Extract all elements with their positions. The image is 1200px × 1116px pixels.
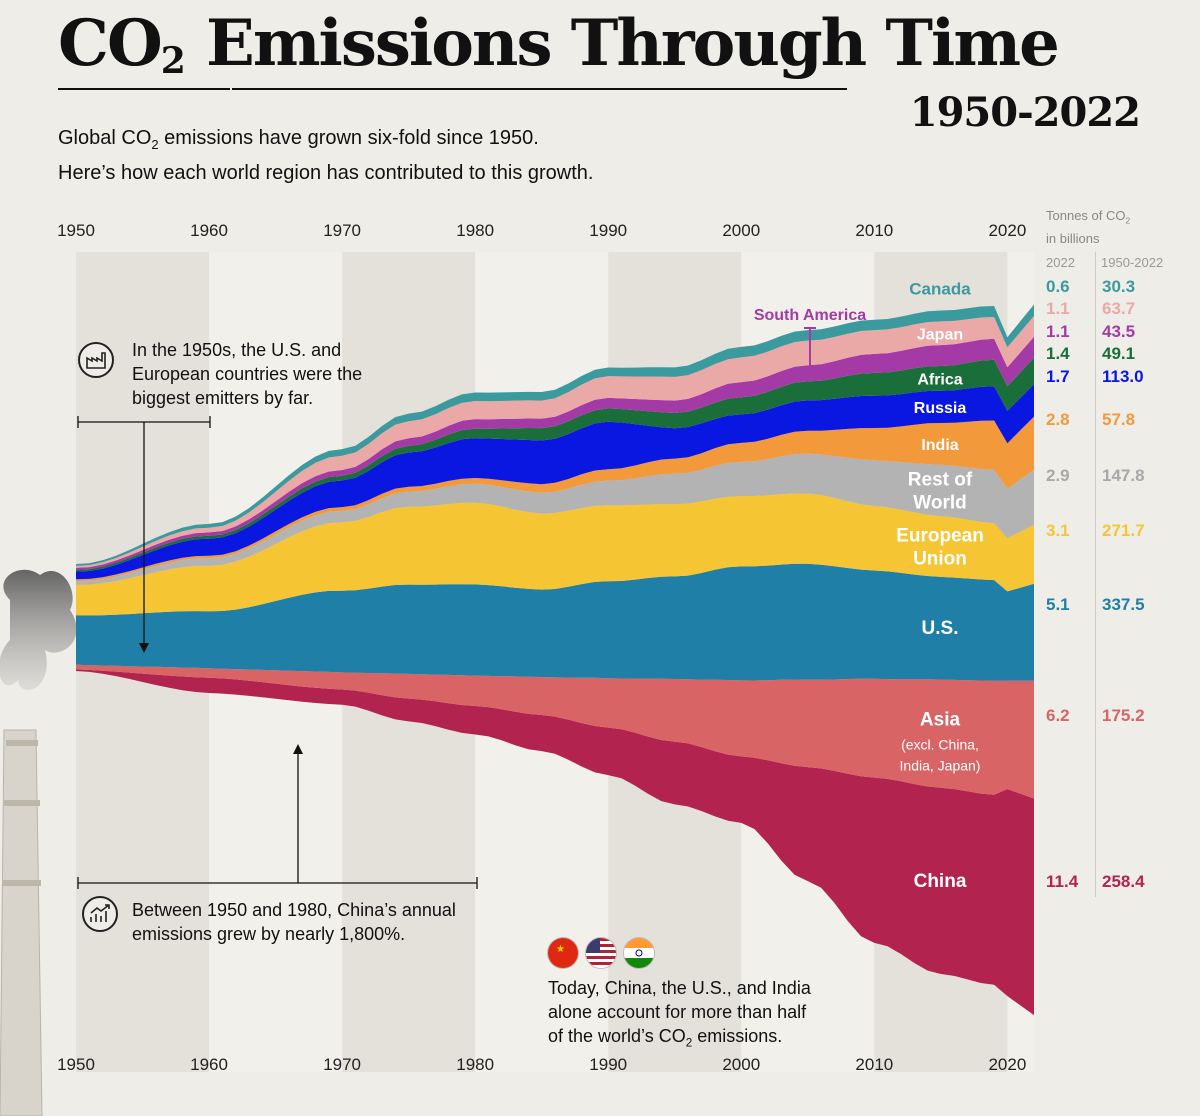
growth-chart-icon	[82, 896, 118, 932]
x-tick-1960: 1960	[190, 221, 228, 240]
table-divider	[1095, 252, 1096, 897]
india-stream	[76, 416, 1034, 582]
us-stream	[76, 563, 1034, 681]
x-tick-1990: 1990	[589, 221, 628, 240]
value-v2022-asia: 6.2	[1046, 706, 1070, 725]
label-rest-of-world: World	[913, 492, 966, 513]
label-india: India	[921, 437, 958, 454]
africa-stream	[76, 357, 1034, 572]
svg-text:★: ★	[556, 944, 565, 955]
value-cum-japan: 63.7	[1102, 299, 1136, 318]
value-v2022-russia: 1.7	[1046, 367, 1070, 386]
x-tick-1950: 1950	[57, 1055, 95, 1074]
x-tick-2000: 2000	[722, 1055, 761, 1074]
value-cum-asia: 175.2	[1102, 706, 1145, 725]
label-asia: Asia	[920, 710, 961, 731]
india-flag-icon	[624, 938, 654, 968]
label-european-union: European	[896, 526, 984, 547]
x-tick-1960: 1960	[190, 1055, 228, 1074]
value-cum-european-union: 271.7	[1102, 521, 1145, 540]
note-today: Today, China, the U.S., and India alone a…	[548, 978, 811, 1050]
units-label: Tonnes of CO2 in billions	[1046, 208, 1131, 246]
value-v2022-rest-of-world: 2.9	[1046, 466, 1070, 485]
japan-stream	[76, 315, 1034, 568]
value-v2022-u-s-: 5.1	[1046, 595, 1070, 614]
note-china-growth: Between 1950 and 1980, China’s annual emi…	[132, 900, 456, 944]
value-cum-russia: 113.0	[1102, 367, 1144, 386]
x-tick-2020: 2020	[988, 1055, 1027, 1074]
china-stream	[76, 669, 1034, 1016]
label-africa: Africa	[917, 371, 962, 388]
label-canada: Canada	[909, 280, 971, 299]
label-asia-sub: India, Japan)	[900, 758, 981, 774]
annotations	[77, 416, 478, 889]
arrow-china-growth	[293, 744, 303, 754]
title-rule-left	[58, 88, 230, 90]
value-cum-africa: 49.1	[1102, 344, 1136, 363]
bracket-china-growth	[77, 752, 478, 889]
bracket-1950s	[77, 416, 211, 645]
label-european-union: Union	[913, 549, 967, 570]
x-tick-2010: 2010	[855, 1055, 894, 1074]
asia-stream	[76, 664, 1034, 799]
value-v2022-canada: 0.6	[1046, 277, 1070, 296]
stream-layers	[76, 304, 1034, 1016]
value-cum-india: 57.8	[1102, 410, 1136, 429]
value-cum-china: 258.4	[1102, 872, 1145, 891]
value-v2022-africa: 1.4	[1046, 344, 1070, 363]
label-russia: Russia	[914, 400, 967, 417]
x-tick-1970: 1970	[323, 1055, 362, 1074]
label-rest-of-world: Rest of	[908, 469, 973, 490]
value-v2022-japan: 1.1	[1046, 299, 1070, 318]
chart-title: CO2 Emissions Through Time	[58, 6, 1060, 82]
column-2022: 2022	[1046, 255, 1075, 270]
label-south-america: South America	[754, 307, 866, 324]
value-cum-south-america: 43.5	[1102, 322, 1136, 341]
china-flag-icon: ★	[548, 938, 578, 968]
label-u-s-: U.S.	[922, 618, 959, 639]
label-asia-sub: (excl. China,	[901, 737, 979, 753]
column-cumulative: 1950-2022	[1101, 255, 1164, 270]
chart-subtitle: Global CO2 emissions have grown six-fold…	[58, 127, 594, 184]
value-v2022-india: 2.8	[1046, 410, 1070, 429]
x-tick-1980: 1980	[456, 221, 495, 240]
value-cum-canada: 30.3	[1102, 277, 1136, 296]
chart-years: 1950-2022	[909, 89, 1141, 136]
rest-of-world-stream	[76, 453, 1034, 585]
us-flag-icon	[586, 938, 616, 968]
x-tick-2020: 2020	[988, 221, 1027, 240]
x-tick-1950: 1950	[57, 221, 95, 240]
title-rule-right	[232, 88, 847, 90]
x-tick-1970: 1970	[323, 221, 362, 240]
south-america-stream	[76, 336, 1034, 570]
label-japan: Japan	[917, 326, 963, 343]
value-cum-rest-of-world: 147.8	[1102, 466, 1145, 485]
value-cum-u-s-: 337.5	[1102, 595, 1145, 614]
x-tick-2010: 2010	[855, 221, 894, 240]
leader-south-america	[804, 327, 816, 372]
x-tick-2000: 2000	[722, 221, 761, 240]
eu-stream	[76, 493, 1034, 616]
arrow-1950s	[139, 643, 149, 653]
x-tick-1980: 1980	[456, 1055, 495, 1074]
x-tick-1990: 1990	[589, 1055, 628, 1074]
value-v2022-china: 11.4	[1046, 872, 1079, 891]
note-1950s: In the 1950s, the U.S. and European count…	[132, 340, 363, 408]
russia-stream	[76, 384, 1034, 580]
series-labels: China Asia (excl. China, India, Japan) U.S. E…	[754, 280, 984, 892]
label-china: China	[914, 871, 967, 892]
smokestack-icon	[0, 569, 77, 1116]
factory-icon	[78, 342, 114, 378]
value-v2022-south-america: 1.1	[1046, 322, 1070, 341]
value-v2022-european-union: 3.1	[1046, 521, 1070, 540]
